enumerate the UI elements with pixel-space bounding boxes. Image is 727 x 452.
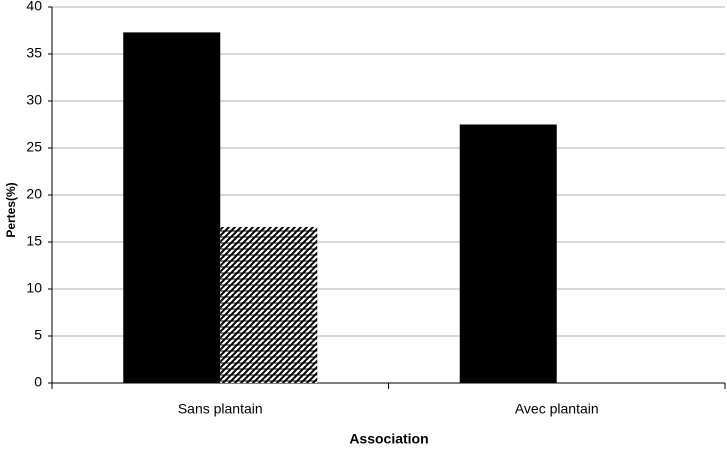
y-tick-label: 30: [26, 92, 42, 108]
bar: [220, 226, 318, 383]
x-axis-label: Association: [349, 431, 428, 447]
y-axis-label: Pertes(%): [4, 182, 18, 237]
bar: [123, 32, 221, 383]
y-tick-label: 20: [26, 186, 42, 202]
bar: [459, 124, 557, 383]
y-tick-label: 40: [26, 0, 42, 14]
y-tick-label: 5: [34, 327, 42, 343]
x-tick-label: Sans plantain: [178, 401, 263, 417]
y-tick-label: 25: [26, 139, 42, 155]
y-tick-label: 15: [26, 233, 42, 249]
y-tick-label: 35: [26, 45, 42, 61]
y-tick-label: 10: [26, 280, 42, 296]
y-tick-label: 0: [34, 374, 42, 390]
x-tick-label: Avec plantain: [515, 401, 599, 417]
